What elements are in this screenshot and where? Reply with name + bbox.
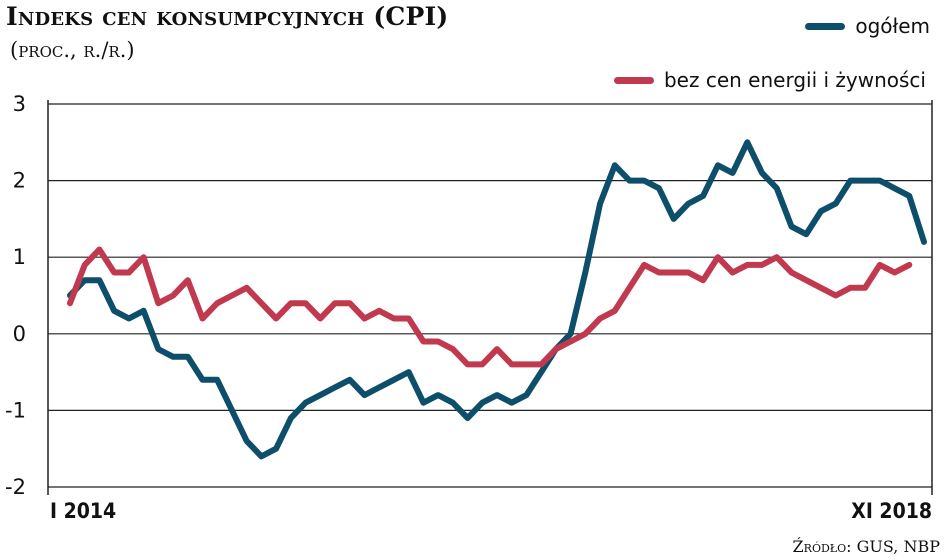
legend-item-bazowa: bez cen energii i żywności bbox=[613, 68, 926, 92]
y-tick-label: 1 bbox=[13, 245, 26, 269]
legend-label-bazowa: bez cen energii i żywności bbox=[663, 68, 926, 92]
grid-layer bbox=[48, 103, 932, 488]
y-tick-label: 0 bbox=[13, 322, 26, 346]
legend-item-ogolem: ogółem bbox=[805, 14, 930, 38]
y-tick-label: 3 bbox=[13, 92, 26, 116]
chart-subtitle: (proc., r./r.) bbox=[10, 38, 135, 62]
axis-layer: 3 2 1 0 -1 -2 bbox=[5, 92, 933, 499]
source-note: Źródło: GUS, NBP bbox=[792, 537, 940, 556]
legend-swatch-bazowa bbox=[613, 76, 654, 84]
chart-title: Indeks cen konsumpcyjnych (CPI) bbox=[6, 2, 449, 31]
y-tick-label: -2 bbox=[5, 475, 26, 499]
legend-label-ogolem: ogółem bbox=[855, 14, 930, 38]
x-end-label: XI 2018 bbox=[851, 499, 932, 523]
legend-swatch-ogolem bbox=[805, 22, 846, 30]
y-tick-label: -1 bbox=[5, 398, 26, 422]
series-line-1 bbox=[67, 246, 913, 368]
y-tick-label: 2 bbox=[13, 169, 26, 193]
series-layer bbox=[67, 139, 927, 460]
x-start-label: I 2014 bbox=[50, 499, 116, 523]
series-line-0 bbox=[67, 139, 927, 460]
